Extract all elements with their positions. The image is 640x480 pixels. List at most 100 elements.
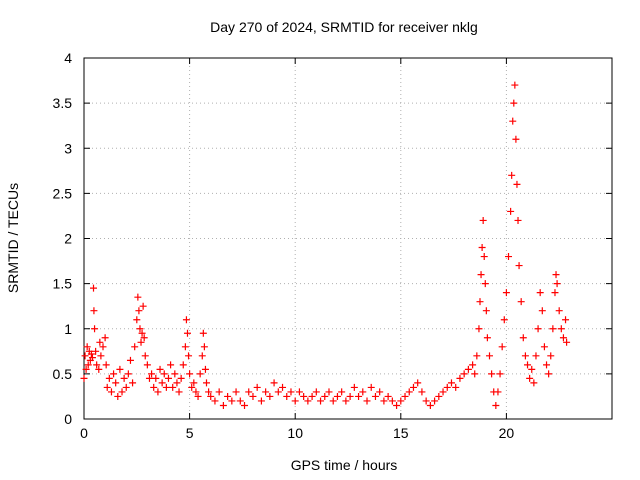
y-axis-label: SRMTID / TECUs [5,183,21,293]
data-point [508,171,516,179]
data-point [367,383,375,391]
data-point [219,401,227,409]
data-point [257,397,265,405]
data-point [308,392,316,400]
data-point [559,334,567,342]
x-tick-label: 15 [393,425,409,441]
data-point [545,370,553,378]
data-point [359,388,367,396]
y-tick-label: 3 [64,140,72,156]
data-point [380,397,388,405]
data-point [199,329,207,337]
data-point [274,388,282,396]
data-point [300,392,308,400]
y-tick-label: 0 [64,411,72,427]
data-point [80,374,88,382]
data-point [134,293,142,301]
data-point [478,244,486,252]
x-tick-label: 0 [80,425,88,441]
data-point [245,388,253,396]
data-point [182,316,190,324]
data-point [154,388,162,396]
data-point [116,365,124,373]
data-point [249,392,257,400]
data-point [422,397,430,405]
data-point [102,361,110,369]
data-point [135,307,143,315]
data-point [552,271,560,279]
data-point [498,343,506,351]
data-point [494,388,502,396]
axis-ticks: 0 5 10 15 20 0 0.5 1 1.5 2 2.5 3 3.5 4 [53,50,612,441]
data-point [409,383,417,391]
data-point [514,216,522,224]
data-point [469,361,477,369]
data-point [253,383,261,391]
data-point [162,383,170,391]
data-point [103,383,111,391]
data-point [452,383,460,391]
data-point [283,392,291,400]
data-point [97,352,105,360]
data-point [228,397,236,405]
data-point [88,354,96,362]
y-tick-label: 1.5 [53,276,73,292]
data-point [183,329,191,337]
y-tick-label: 2 [64,231,72,247]
data-point [431,397,439,405]
data-point [510,99,518,107]
data-point [480,253,488,261]
data-point [329,397,337,405]
data-point [173,379,181,387]
data-point [93,361,101,369]
data-point [169,383,177,391]
data-point [509,117,517,125]
data-point [479,216,487,224]
x-axis-label: GPS time / hours [291,457,398,473]
data-point [92,347,100,355]
data-point [141,352,149,360]
data-point [270,379,278,387]
data-point [333,392,341,400]
data-point [156,365,164,373]
data-point [224,392,232,400]
data-point [133,316,141,324]
data-point [175,388,183,396]
data-point [262,388,270,396]
data-point [129,379,137,387]
data-point [477,271,485,279]
data-point [473,352,481,360]
data-point [471,370,479,378]
data-point [118,388,126,396]
data-point [205,388,213,396]
data-point [515,262,523,270]
data-point [84,361,92,369]
data-point [95,365,103,373]
data-point [179,361,187,369]
data-point [496,370,504,378]
y-tick-label: 0.5 [53,366,73,382]
data-point [171,370,179,378]
data-point [136,325,144,333]
data-point [481,280,489,288]
data-point [486,352,494,360]
data-point [236,397,244,405]
chart-title: Day 270 of 2024, SRMTID for receiver nkl… [210,19,478,35]
data-point [460,370,468,378]
data-point [443,383,451,391]
data-point [447,379,455,387]
data-point [502,289,510,297]
data-point [350,383,358,391]
data-point [397,397,405,405]
data-point [107,388,115,396]
data-point [105,374,113,382]
data-point [81,352,89,360]
data-point [96,338,104,346]
data-point [355,392,363,400]
data-point [112,379,120,387]
x-tick-label: 10 [287,425,303,441]
data-point [563,338,571,346]
data-point [201,365,209,373]
data-point [148,370,156,378]
data-point [384,392,392,400]
